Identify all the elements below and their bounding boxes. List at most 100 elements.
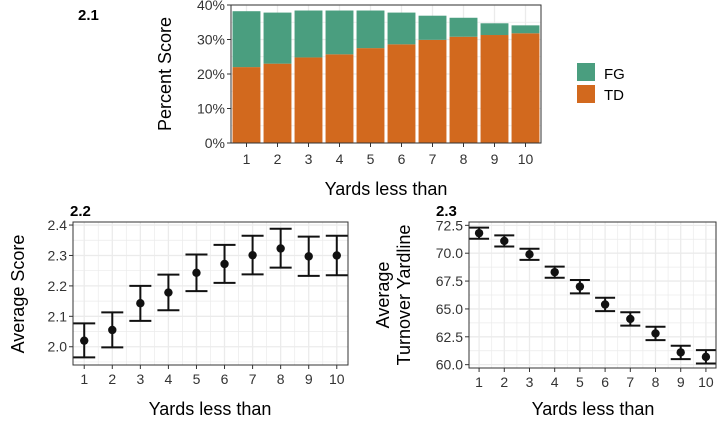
data-point bbox=[192, 268, 201, 278]
bar-td bbox=[480, 35, 509, 143]
y-ticks: 60.0 62.5 65.0 67.5 70.0 72.5 bbox=[436, 217, 469, 373]
x-tick-label: 5 bbox=[576, 374, 584, 390]
data-point bbox=[676, 348, 685, 357]
y-tick-label: 30% bbox=[197, 32, 225, 48]
y-ticks: 0% 10% 20% 30% 40% bbox=[197, 0, 231, 151]
legend-key-fg bbox=[577, 63, 595, 81]
y-tick-label: 60.0 bbox=[436, 357, 463, 373]
x-tick-label: 6 bbox=[221, 371, 229, 387]
data-point bbox=[575, 282, 585, 291]
data-point bbox=[220, 259, 229, 269]
x-tick-label: 10 bbox=[698, 374, 714, 390]
y-tick-label: 67.5 bbox=[436, 273, 463, 289]
x-tick-label: 10 bbox=[329, 371, 345, 387]
x-tick-label: 4 bbox=[336, 151, 344, 167]
bar-td bbox=[511, 33, 540, 143]
bar-fg bbox=[418, 15, 447, 40]
data-point bbox=[701, 352, 711, 362]
bar-fg bbox=[387, 12, 416, 45]
panel-border bbox=[72, 221, 349, 366]
y-tick-label: 0% bbox=[205, 135, 225, 151]
data-point bbox=[332, 251, 341, 260]
bar-td bbox=[418, 39, 447, 143]
x-ticks: 1 2 3 4 5 6 7 8 9 10 bbox=[475, 368, 714, 390]
x-tick-label: 8 bbox=[277, 371, 285, 387]
y-tick-label: 40% bbox=[197, 0, 225, 13]
bar-td bbox=[263, 63, 292, 143]
bar-fg bbox=[294, 10, 323, 58]
x-tick-label: 3 bbox=[305, 151, 313, 167]
data-point bbox=[248, 250, 257, 260]
y-axis-label-line-2: Turnover Yardline bbox=[394, 225, 414, 366]
y-tick-label: 62.5 bbox=[436, 329, 463, 345]
x-axis-label: Yards less than bbox=[532, 399, 655, 419]
x-tick-label: 3 bbox=[526, 374, 534, 390]
points-and-error-bars bbox=[469, 226, 716, 365]
bar-fg bbox=[325, 10, 354, 55]
y-tick-label: 65.0 bbox=[436, 301, 463, 317]
y-tick-label: 70.0 bbox=[436, 245, 463, 261]
panel-2-3: 2.3 60.0 62.5 65.0 67.5 70.0 72.5 1 2 3 4 5 6 7 8 9 10… bbox=[373, 203, 717, 419]
bar-fg bbox=[356, 10, 385, 49]
data-point bbox=[651, 329, 660, 338]
x-tick-label: 4 bbox=[551, 374, 559, 390]
bar-td bbox=[356, 48, 385, 143]
x-axis-label: Yards less than bbox=[149, 399, 272, 419]
data-point bbox=[600, 300, 610, 309]
data-point bbox=[108, 325, 117, 335]
x-tick-label: 5 bbox=[367, 151, 375, 167]
bar-td bbox=[325, 54, 354, 143]
grid bbox=[469, 222, 716, 368]
x-tick-label: 10 bbox=[518, 151, 534, 167]
bar-fg bbox=[449, 17, 478, 37]
x-tick-label: 8 bbox=[460, 151, 468, 167]
legend-label-td: TD bbox=[604, 87, 624, 104]
x-tick-label: 6 bbox=[398, 151, 406, 167]
x-tick-label: 6 bbox=[601, 374, 609, 390]
x-axis-label: Yards less than bbox=[325, 179, 448, 199]
x-tick-label: 1 bbox=[243, 151, 251, 167]
bar-td bbox=[449, 36, 478, 143]
y-tick-label: 2.2 bbox=[48, 278, 68, 294]
y-tick-label: 10% bbox=[197, 101, 225, 117]
bar-td bbox=[294, 57, 323, 143]
x-tick-label: 1 bbox=[80, 371, 88, 387]
panel-label-2-3: 2.3 bbox=[436, 203, 457, 220]
y-tick-label: 72.5 bbox=[436, 217, 463, 233]
legend: FG TD bbox=[577, 63, 625, 104]
panel-2-2: 2.2 2.0 2.1 2.2 2.3 2.4 1 2 3 4 5 6 7 8 9 10 Yards le… bbox=[8, 203, 349, 419]
y-tick-label: 2.3 bbox=[48, 247, 68, 263]
points-and-error-bars bbox=[73, 227, 348, 359]
data-point bbox=[304, 252, 313, 261]
x-tick-label: 9 bbox=[305, 371, 313, 387]
x-tick-label: 7 bbox=[429, 151, 437, 167]
panel-label-2-2: 2.2 bbox=[70, 203, 91, 220]
data-point bbox=[164, 288, 173, 297]
x-tick-label: 2 bbox=[500, 374, 508, 390]
y-axis-label-line-1: Average bbox=[373, 262, 393, 329]
x-tick-label: 5 bbox=[193, 371, 201, 387]
y-tick-label: 2.1 bbox=[48, 308, 68, 324]
data-point bbox=[550, 267, 559, 277]
x-tick-label: 9 bbox=[491, 151, 499, 167]
data-point bbox=[500, 236, 509, 246]
bar-fg bbox=[232, 11, 261, 68]
y-axis-label: Average Score bbox=[8, 235, 28, 354]
bar-td bbox=[232, 67, 261, 143]
data-point bbox=[136, 299, 145, 308]
x-tick-label: 7 bbox=[249, 371, 257, 387]
data-point bbox=[525, 250, 534, 259]
y-ticks: 2.0 2.1 2.2 2.3 2.4 bbox=[48, 217, 73, 355]
bar-td bbox=[387, 44, 416, 143]
bar-fg bbox=[263, 12, 292, 64]
grid bbox=[73, 222, 348, 365]
x-tick-label: 1 bbox=[475, 374, 483, 390]
panel-label-2-1: 2.1 bbox=[78, 7, 99, 24]
bar-fg bbox=[480, 23, 509, 36]
data-point bbox=[276, 244, 285, 253]
y-tick-label: 20% bbox=[197, 66, 225, 82]
x-tick-label: 3 bbox=[136, 371, 144, 387]
panel-2-1: 2.1 0% 10% 20% 30% 40% 1 2 3 4 5 6 7 8 9 10 Yards les… bbox=[78, 0, 625, 199]
data-point bbox=[80, 336, 89, 345]
